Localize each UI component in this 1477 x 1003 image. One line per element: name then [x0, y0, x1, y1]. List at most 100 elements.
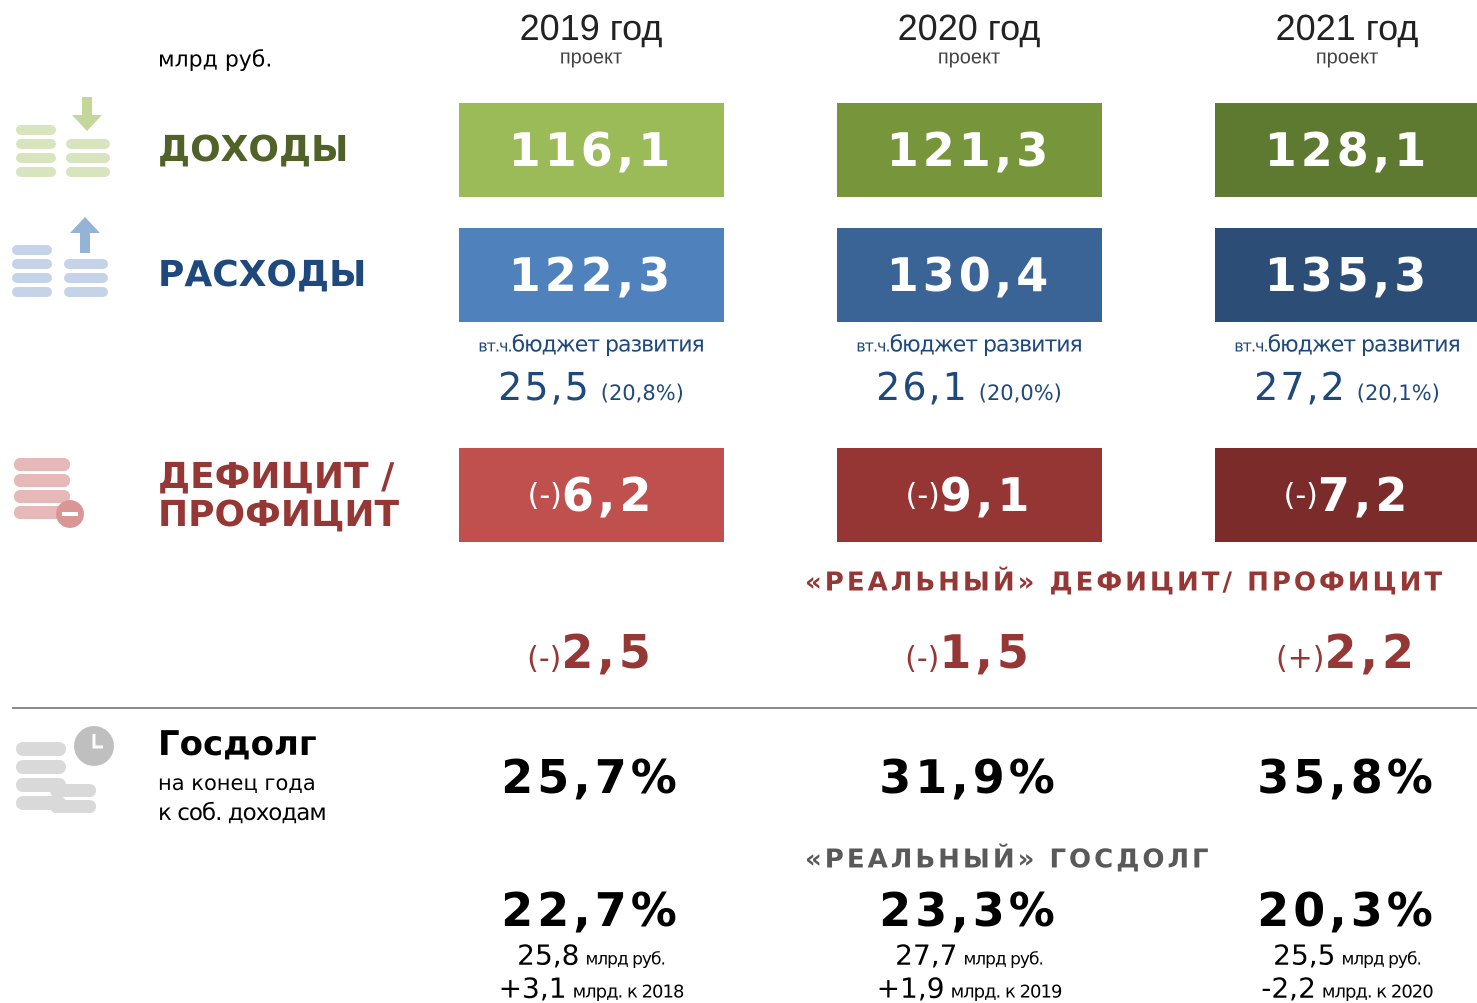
real-deficit-amount: 2,2: [1324, 624, 1419, 679]
real-debt-change: -2,2 млрд. к 2020: [1147, 973, 1477, 1002]
year: 2021 год: [1275, 7, 1419, 49]
year: 2021 год: [1147, 9, 1477, 47]
deficit-value: 6,2: [561, 468, 656, 522]
development-share: (20,0%): [978, 381, 1062, 406]
real-debt-amount: 25,8 млрд руб.: [391, 940, 791, 969]
deficit-value: 7,2: [1317, 468, 1412, 522]
real-deficit-sign: (-): [527, 640, 562, 676]
expenses-value: 135,3: [1264, 248, 1431, 302]
year: 2020 год: [769, 9, 1169, 47]
real-debt-amount: 25,5 млрд руб.: [1147, 940, 1477, 969]
development-amount: 27,2: [1254, 365, 1347, 410]
real-deficit-amount: 1,5: [939, 624, 1033, 679]
real-debt-change-unit: млрд. к 2018: [572, 981, 685, 1003]
development-text: бюджет развития: [511, 332, 705, 358]
debt-subtitle: на конец года: [158, 772, 316, 794]
year: 2019 год: [519, 7, 663, 49]
real-debt-amount-value: 25,5: [1273, 938, 1336, 972]
income-label: ДОХОДЫ: [158, 129, 349, 171]
real-debt-amount-unit: млрд руб.: [963, 949, 1043, 970]
real-deficit-amount: 2,5: [561, 624, 655, 679]
real-debt-share: 20,3%: [1257, 882, 1437, 937]
development-amount: 25,5: [498, 365, 591, 410]
real-debt-share: 22,7%: [391, 886, 791, 934]
real-debt-change-value: -2,2: [1261, 971, 1316, 1003]
deficit-label: ПРОФИЦИТ: [158, 496, 399, 534]
debt-basis: к соб. доходам: [158, 799, 327, 826]
income-box: 116,1: [459, 103, 724, 197]
real-debt-change-value: +3,1: [498, 971, 567, 1003]
debt-value: 25,7%: [391, 753, 791, 801]
deficit-box: (-) 6,2: [459, 448, 724, 542]
expenses-value: 130,4: [886, 248, 1053, 302]
development-label: вт.ч.бюджет развития: [769, 333, 1169, 356]
real-debt-share: 23,3%: [879, 882, 1059, 937]
expenses-value: 122,3: [508, 248, 675, 302]
debt-subtitle: на конец года: [158, 770, 316, 795]
real-debt-amount-value: 25,8: [517, 938, 580, 972]
year: 2019 год: [391, 9, 791, 47]
real-deficit-value: (-)2,5: [391, 628, 791, 676]
real-debt-amount-value: 27,7: [895, 938, 958, 972]
expenses-label: РАСХОДЫ: [158, 254, 367, 296]
deficit-box: (-) 7,2: [1215, 448, 1477, 542]
real-deficit-sign: (-): [905, 640, 940, 676]
income-value: 128,1: [1264, 123, 1431, 177]
debt-value: 35,8%: [1147, 753, 1477, 801]
deficit-box: (-) 9,1: [837, 448, 1102, 542]
real-deficit-title: «РЕАЛЬНЫЙ» ДЕФИЦИТ/ ПРОФИЦИТ: [805, 569, 1442, 596]
development-share: (20,1%): [1356, 381, 1440, 406]
deficit-value: 9,1: [939, 468, 1034, 522]
income-box: 128,1: [1215, 103, 1477, 197]
debt-title: Госдолг: [158, 724, 317, 765]
deficit-label: ПРОФИЦИТ: [158, 494, 400, 536]
deficit-sign: (-): [905, 477, 940, 513]
debt-value: 31,9%: [879, 749, 1059, 804]
real-debt-amount-unit: млрд руб.: [1341, 949, 1421, 970]
debt-icon: [16, 726, 114, 813]
deficit-sign: (-): [527, 477, 562, 513]
development-share: (20,8%): [600, 381, 684, 406]
status: проект: [559, 46, 623, 69]
debt-value: 31,9%: [769, 753, 1169, 801]
expenses-icon: [12, 217, 108, 297]
development-amount: 26,1: [876, 365, 969, 410]
expenses-label: РАСХОДЫ: [158, 256, 366, 294]
income-label: ДОХОДЫ: [158, 131, 348, 169]
development-prefix: вт.ч.: [1234, 336, 1268, 356]
development-label: вт.ч.бюджет развития: [1147, 333, 1477, 356]
development-text: бюджет развития: [889, 332, 1083, 358]
real-deficit-value: (-)1,5: [769, 628, 1169, 676]
debt-basis: к соб. доходам: [158, 799, 327, 826]
real-debt-share: 23,3%: [769, 886, 1169, 934]
real-deficit-value: (+)2,2: [1147, 628, 1477, 676]
status: проект: [769, 46, 1169, 69]
real-deficit-title: «РЕАЛЬНЫЙ» ДЕФИЦИТ/ ПРОФИЦИТ: [805, 567, 1446, 598]
real-debt-change-unit: млрд. к 2020: [1321, 981, 1434, 1003]
real-debt-amount: 27,7 млрд руб.: [769, 940, 1169, 969]
deficit-label: ДЕФИЦИТ /: [158, 456, 395, 498]
unit-label: млрд руб.: [158, 47, 273, 73]
real-debt-amount-unit: млрд руб.: [585, 949, 665, 970]
real-debt-change: +3,1 млрд. к 2018: [391, 973, 791, 1002]
real-debt-share: 22,7%: [501, 882, 681, 937]
debt-value: 35,8%: [1257, 749, 1437, 804]
real-debt-share: 20,3%: [1147, 886, 1477, 934]
unit-label: млрд руб.: [158, 48, 272, 71]
status: проект: [1147, 46, 1477, 69]
real-debt-change: +1,9 млрд. к 2019: [769, 973, 1169, 1002]
income-box: 121,3: [837, 103, 1102, 197]
income-icon: [16, 97, 110, 177]
deficit-sign: (-): [1283, 477, 1318, 513]
real-debt-title: «РЕАЛЬНЫЙ» ГОСДОЛГ: [805, 846, 1209, 873]
real-debt-change-value: +1,9: [876, 971, 945, 1003]
debt-title: Госдолг: [158, 724, 317, 765]
development-value: 26,1 (20,0%): [769, 365, 1169, 410]
status: проект: [1315, 46, 1379, 69]
status: проект: [937, 46, 1001, 69]
divider: [12, 707, 1477, 709]
status: проект: [391, 46, 791, 69]
development-value: 25,5 (20,8%): [391, 365, 791, 410]
development-value: 27,2 (20,1%): [1147, 365, 1477, 410]
